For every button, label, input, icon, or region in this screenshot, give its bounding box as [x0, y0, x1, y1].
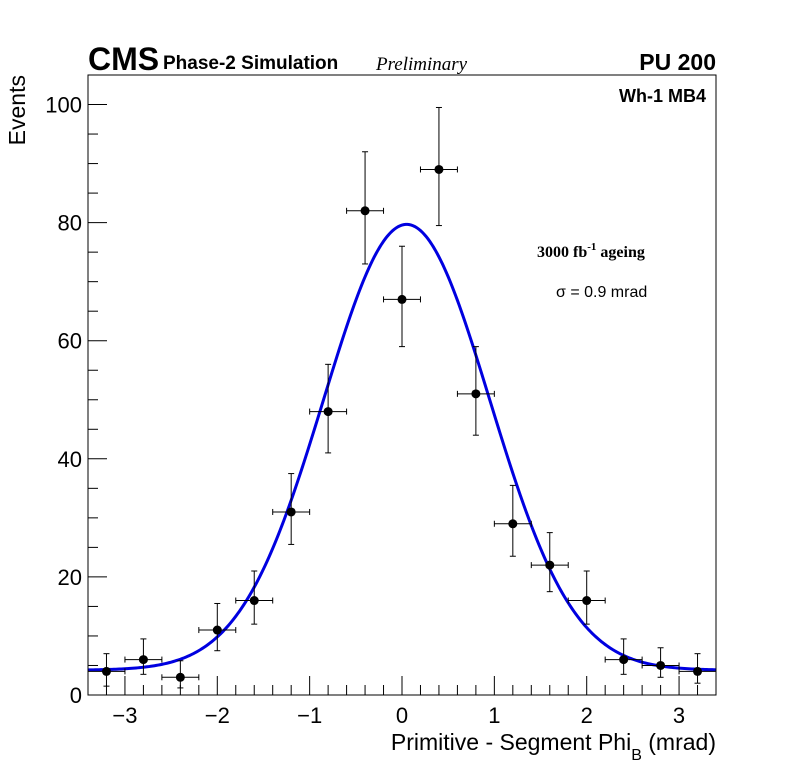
- data-point-group: [161, 660, 200, 689]
- data-point: [286, 507, 296, 517]
- data-point: [471, 389, 481, 399]
- data-point-group: [309, 363, 348, 454]
- data-point-group: [678, 653, 717, 684]
- data-point-group: [419, 106, 458, 227]
- data-point-group: [272, 473, 311, 545]
- data-point: [582, 596, 592, 606]
- data-point-group: [346, 151, 385, 265]
- data-point: [249, 596, 259, 606]
- data-point-group: [604, 638, 643, 675]
- ageing-suffix: ageing: [596, 244, 644, 261]
- sigma-label: σ = 0.9 mrad: [556, 284, 647, 301]
- data-point-group: [641, 647, 680, 678]
- y-tick-label: 80: [58, 211, 82, 236]
- station-label: Wh-1 MB4: [619, 86, 706, 106]
- fit-curve: [87, 222, 717, 672]
- x-tick-label: −3: [112, 703, 137, 728]
- data-point-group: [530, 532, 569, 593]
- x-axis-title-subscript: B: [631, 747, 642, 764]
- y-tick-label: 0: [70, 683, 82, 708]
- data-point: [693, 666, 703, 676]
- cms-label: CMS: [88, 41, 159, 77]
- data-point-group: [493, 484, 532, 557]
- x-tick-label: −1: [297, 703, 322, 728]
- y-tick-label: 20: [58, 565, 82, 590]
- data-point: [101, 666, 111, 676]
- x-tick-label: 0: [396, 703, 408, 728]
- pileup-label: PU 200: [639, 49, 716, 75]
- axis-tick-labels: −3 −2 −1 0 1 2 3 0 20 40 60 80 100: [45, 93, 685, 728]
- data-point-group: [198, 602, 237, 652]
- data-point-group: [383, 245, 421, 348]
- x-tick-label: 1: [488, 703, 500, 728]
- data-point: [212, 625, 222, 635]
- sigma-symbol: σ: [556, 284, 566, 301]
- data-point-group: [124, 638, 163, 675]
- data-point: [434, 164, 444, 174]
- data-point: [545, 560, 555, 570]
- data-point-group: [567, 570, 606, 625]
- y-tick-label: 60: [58, 329, 82, 354]
- ageing-prefix: 3000 fb: [537, 244, 587, 261]
- sigma-value: = 0.9 mrad: [566, 284, 647, 301]
- plot-frame: [87, 74, 717, 696]
- x-axis-title-main: Primitive - Segment Phi: [391, 729, 631, 755]
- data-point: [138, 655, 148, 665]
- axis-ticks: [87, 74, 717, 696]
- data-point: [360, 206, 370, 216]
- data-point: [508, 519, 518, 529]
- data-point: [397, 294, 407, 304]
- data-point-group: [87, 653, 126, 687]
- y-tick-label: 40: [58, 447, 82, 472]
- data-point: [175, 672, 185, 682]
- x-tick-label: −2: [205, 703, 230, 728]
- x-tick-label: 3: [673, 703, 685, 728]
- data-point: [656, 660, 666, 670]
- simulation-label: Phase-2 Simulation: [163, 53, 338, 74]
- ageing-label: 3000 fb-1 ageing: [537, 241, 645, 261]
- x-tick-label: 2: [581, 703, 593, 728]
- y-tick-label: 100: [45, 93, 82, 118]
- data-point: [619, 655, 629, 665]
- ageing-exponent: -1: [587, 241, 596, 253]
- data-point: [323, 407, 333, 417]
- y-axis-title: Events: [4, 75, 30, 145]
- data-point-group: [235, 570, 274, 625]
- preliminary-label: Preliminary: [375, 54, 468, 75]
- data-point-group: [456, 346, 495, 436]
- x-axis-title: Primitive - Segment PhiB (mrad): [391, 729, 716, 764]
- x-axis-title-unit: (mrad): [642, 729, 716, 755]
